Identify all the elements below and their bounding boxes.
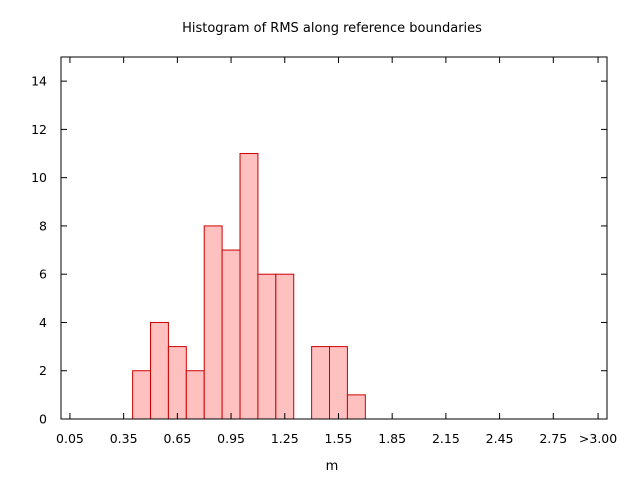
histogram-bar: [257, 273, 277, 420]
y-tick-label: 6: [39, 267, 47, 282]
histogram-bar: [203, 225, 223, 420]
y-tick-label: 0: [39, 412, 47, 427]
x-tick-label: 2.15: [432, 431, 460, 446]
histogram-bar: [346, 394, 366, 420]
plot-frame: [60, 56, 608, 420]
y-tick-label: 10: [31, 170, 47, 185]
histogram-bar: [239, 153, 259, 420]
x-tick-label: 1.85: [378, 431, 406, 446]
y-tick-label: 14: [31, 74, 47, 89]
histogram-bar: [221, 249, 241, 420]
x-tick-label: 0.35: [110, 431, 138, 446]
histogram-bar: [311, 346, 331, 420]
histogram-bar: [167, 346, 187, 420]
x-tick-label: 1.55: [325, 431, 353, 446]
x-tick-label: 2.45: [486, 431, 514, 446]
chart-title: Histogram of RMS along reference boundar…: [182, 21, 482, 36]
x-tick-label: 1.25: [271, 431, 299, 446]
x-tick-label: >3.00: [579, 431, 617, 446]
ticks-group: 0 2 4 6 8 10 12 14 0.05 0.35 0.65 0.95 1.25 1.55 1.85 2…: [31, 57, 617, 446]
histogram-bar: [185, 370, 205, 420]
histogram-bar: [150, 321, 169, 420]
x-axis-label: m: [326, 459, 339, 474]
histogram-bar: [132, 370, 152, 420]
x-tick-label: 0.65: [163, 431, 191, 446]
y-tick-label: 8: [39, 218, 47, 233]
histogram-bar: [329, 346, 348, 420]
y-tick-label: 12: [31, 122, 47, 137]
bars-group: [132, 153, 366, 420]
x-tick-label: 0.05: [56, 431, 84, 446]
y-tick-label: 2: [39, 363, 47, 378]
x-tick-label: 2.75: [539, 431, 567, 446]
y-tick-label: 4: [39, 315, 47, 330]
histogram-bar: [275, 273, 295, 420]
x-tick-label: 0.95: [217, 431, 245, 446]
